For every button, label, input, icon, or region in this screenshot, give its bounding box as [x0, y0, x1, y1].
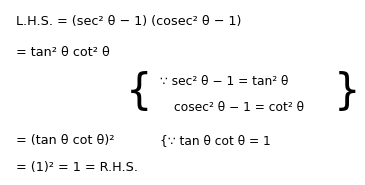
Text: {∵ tan θ cot θ = 1: {∵ tan θ cot θ = 1 [161, 134, 271, 147]
Text: {: { [126, 71, 152, 113]
Text: = tan² θ cot² θ: = tan² θ cot² θ [16, 46, 110, 59]
Text: ∵ sec² θ − 1 = tan² θ: ∵ sec² θ − 1 = tan² θ [161, 75, 289, 88]
Text: }: } [334, 71, 360, 113]
Text: cosec² θ − 1 = cot² θ: cosec² θ − 1 = cot² θ [174, 101, 304, 115]
Text: = (tan θ cot θ)²: = (tan θ cot θ)² [16, 134, 115, 147]
Text: = (1)² = 1 = R.H.S.: = (1)² = 1 = R.H.S. [16, 161, 138, 174]
Text: L.H.S. = (sec² θ − 1) (cosec² θ − 1): L.H.S. = (sec² θ − 1) (cosec² θ − 1) [16, 15, 242, 28]
